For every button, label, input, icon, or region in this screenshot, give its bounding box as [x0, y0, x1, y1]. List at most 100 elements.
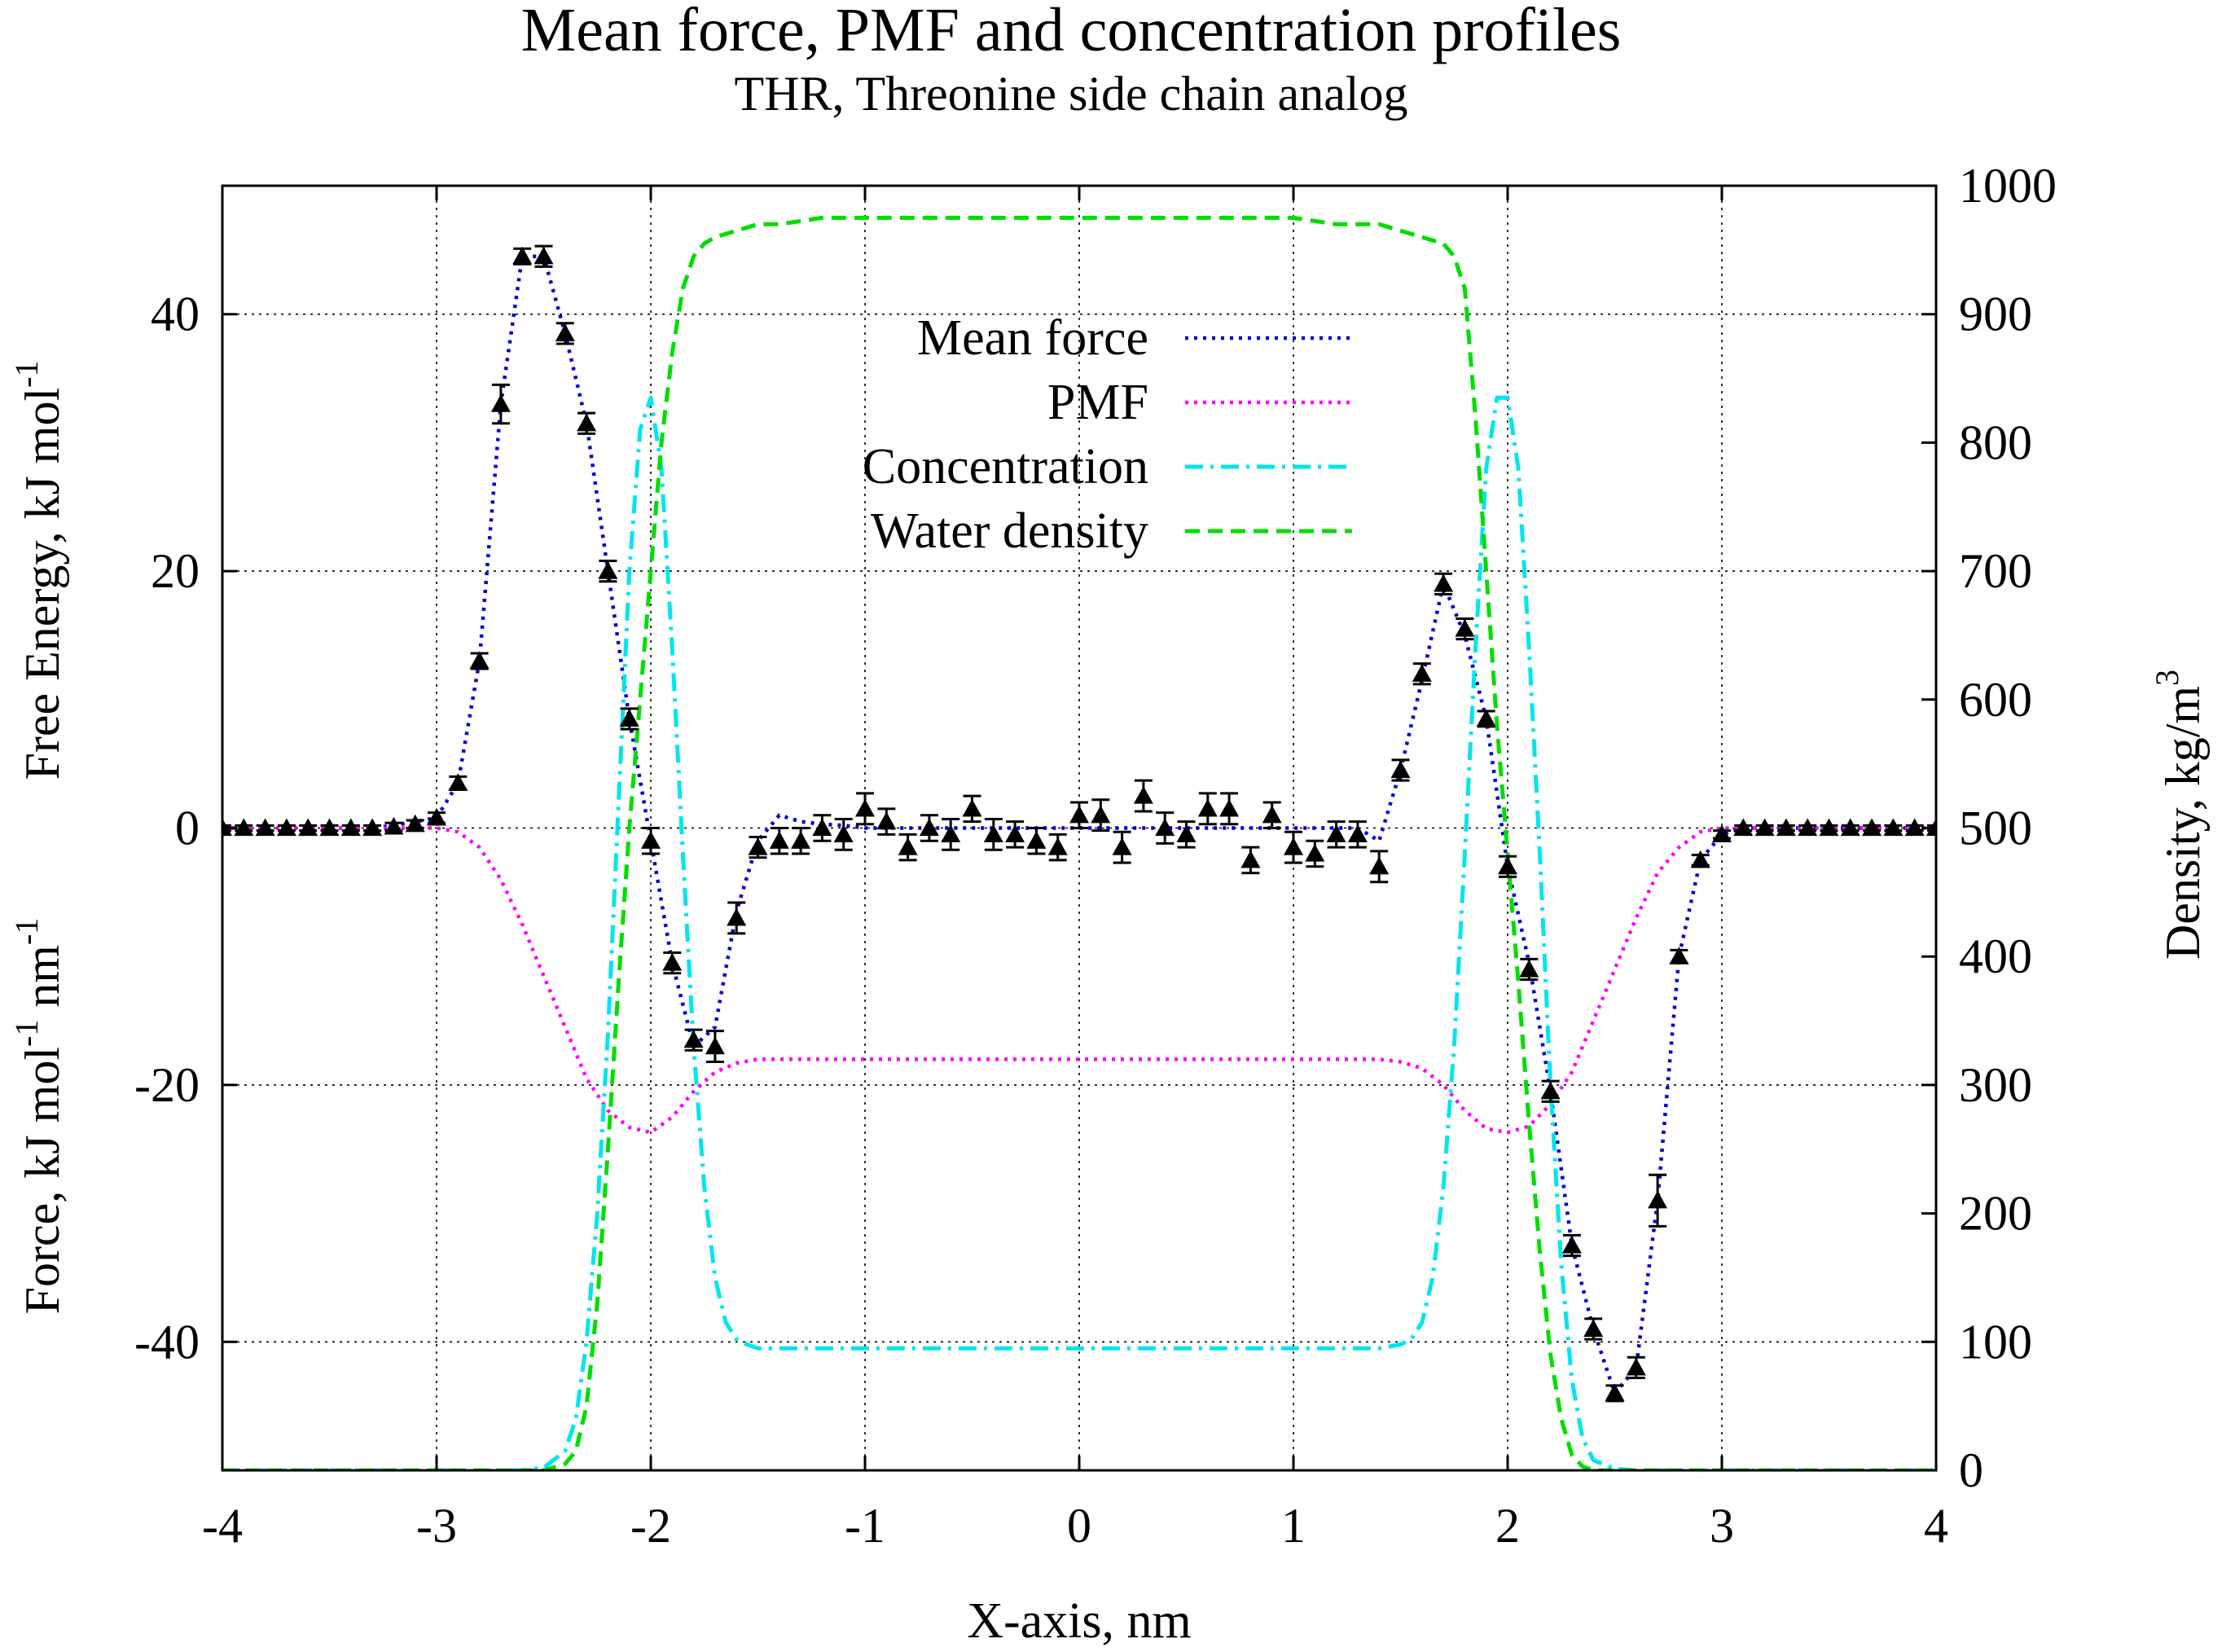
legend: Mean force PMF Concentration Water density [863, 310, 1352, 559]
mean-force-point [1326, 824, 1346, 842]
mean-force-point [619, 709, 639, 727]
mean-force-point [1862, 818, 1882, 837]
mean-force-point [1434, 573, 1454, 592]
mean-force-point [791, 831, 811, 849]
mean-force-point [1712, 824, 1732, 842]
mean-force-point [1390, 760, 1411, 779]
mean-force-points [222, 244, 1936, 1403]
mean-force-point [876, 811, 897, 830]
mean-force-point [1904, 818, 1925, 837]
mean-force-point [512, 246, 533, 265]
legend-label: Water density [871, 503, 1148, 559]
y-right-tick-label: 900 [1959, 288, 2032, 341]
mean-force-point [555, 323, 575, 341]
mean-force-point [1347, 824, 1368, 842]
mean-force-point [1776, 818, 1796, 837]
y-left-tick-label: 20 [151, 544, 200, 598]
mean-force-point [1197, 798, 1218, 817]
series-line-concentration [222, 395, 1936, 1470]
x-tick-label: -1 [845, 1499, 885, 1553]
mean-force-point [1498, 856, 1517, 875]
mean-force-point [1690, 850, 1710, 868]
y-left-tick-label: -40 [134, 1315, 200, 1369]
mean-force-point [898, 837, 918, 855]
mean-force-point [1219, 798, 1240, 817]
mean-force-point [833, 824, 854, 842]
mean-force-point [534, 246, 554, 265]
mean-force-point [427, 807, 446, 826]
mean-force-point [384, 816, 404, 835]
mean-force-point [983, 824, 1003, 842]
mean-force-point [469, 651, 490, 670]
mean-force-point [298, 818, 318, 837]
mean-force-point [727, 907, 747, 926]
mean-force-point [1519, 959, 1539, 978]
mean-force-point [662, 953, 683, 971]
mean-force-point [769, 831, 789, 849]
mean-force-point [319, 818, 340, 837]
mean-force-point [1626, 1357, 1646, 1376]
mean-force-point [340, 818, 361, 837]
x-tick-label: 1 [1281, 1499, 1306, 1553]
mean-force-point [1798, 818, 1818, 837]
mean-force-point [1583, 1319, 1604, 1338]
mean-force-point [1540, 1081, 1561, 1100]
mean-force-point [577, 413, 597, 432]
chart-subtitle: THR, Threonine side chain analog [735, 67, 1408, 121]
mean-force-point [1047, 837, 1068, 855]
y-right-tick-label: 1000 [1959, 159, 2057, 213]
y-right-tick-label: 700 [1959, 544, 2032, 598]
series-line-pmf [222, 826, 1936, 1135]
y-axis-label-left-top-text: Free Energy, kJ mol [15, 388, 69, 780]
mean-force-point [255, 818, 275, 837]
mean-force-point [1284, 837, 1303, 855]
mean-force-point [1883, 818, 1903, 837]
y-axis-label-left-bottom: Force, kJ mol-1 nm-1 [8, 918, 69, 1315]
legend-label: PMF [1047, 375, 1148, 430]
ticks [221, 184, 1938, 1472]
y-axis-label-left-bottom-sup1: -1 [8, 1020, 45, 1047]
mean-force-point [1091, 805, 1111, 824]
mean-force-point [962, 798, 982, 817]
x-axis-label: X-axis, nm [967, 1593, 1192, 1649]
mean-force-point [1262, 805, 1282, 824]
mean-force-point [1754, 818, 1775, 837]
series-line-mean-force [222, 254, 1936, 1395]
mean-force-point [1605, 1383, 1625, 1401]
mean-force-point [1240, 850, 1261, 868]
y-right-tick-label: 300 [1959, 1058, 2032, 1112]
mean-force-point [705, 1036, 725, 1055]
y-right-tick-label: 100 [1959, 1315, 2032, 1369]
y-axis-label-right: Density, kg/m3 [2149, 670, 2210, 960]
mean-force-point [748, 837, 768, 855]
mean-force-point [1155, 818, 1175, 837]
mean-force-point [1648, 1190, 1668, 1209]
x-tick-label: 0 [1067, 1499, 1091, 1553]
mean-force-point [1733, 818, 1754, 837]
mean-force-point [683, 1030, 704, 1048]
y-right-tick-label: 800 [1959, 415, 2032, 469]
mean-force-point [276, 818, 296, 837]
mean-force-point [1176, 824, 1197, 842]
mean-force-point [855, 798, 875, 817]
mean-force-point [598, 561, 618, 579]
mean-force-point [1133, 786, 1153, 804]
chart-title: Mean force, PMF and concentration profil… [521, 0, 1622, 64]
mean-force-point [941, 824, 961, 842]
y-right-tick-label: 500 [1959, 802, 2032, 855]
x-tick-label: 4 [1924, 1499, 1948, 1553]
mean-force-point [234, 818, 254, 837]
y-axis-label-right-text: Density, kg/m [2156, 686, 2210, 960]
mean-force-point [1026, 831, 1047, 849]
series-layer [222, 215, 1936, 1470]
y-right-tick-label: 600 [1959, 673, 2032, 727]
x-tick-label: 2 [1495, 1499, 1520, 1553]
x-tick-label: 3 [1710, 1499, 1734, 1553]
y-axis-label-left-bottom-b: nm [15, 945, 69, 1020]
mean-force-point [812, 818, 832, 837]
mean-force-point [1112, 837, 1132, 855]
mean-force-point [1669, 947, 1689, 964]
y-axis-label-left-top: Free Energy, kJ mol-1 [8, 361, 69, 780]
x-tick-label: -4 [202, 1499, 243, 1553]
y-left-tick-label: 40 [151, 288, 200, 341]
